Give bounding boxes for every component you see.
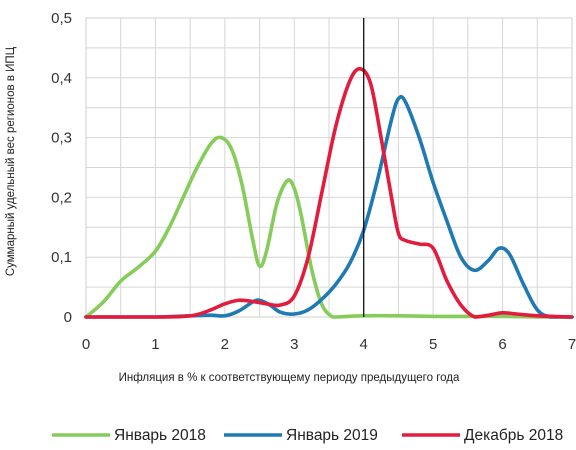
legend-label-1: Январь 2018 xyxy=(114,427,206,444)
x-tick-label: 7 xyxy=(568,336,576,353)
y-tick-label: 0,2 xyxy=(51,189,72,206)
series-line-2 xyxy=(84,94,574,319)
tick-labels: 0 1 2 3 4 5 6 7 0 0,1 0,2 0,3 0,4 0,5 xyxy=(51,10,576,353)
x-axis-title: Инфляция в % к соответствующему периоду … xyxy=(119,372,460,384)
x-tick-label: 0 xyxy=(82,336,90,353)
y-tick-label: 0 xyxy=(64,309,72,326)
x-tick-label: 3 xyxy=(290,336,298,353)
series-line-3 xyxy=(84,67,574,319)
x-tick-label: 1 xyxy=(151,336,159,353)
legend: Январь 2018 Январь 2019 Декабрь 2018 xyxy=(52,427,563,444)
series-line-1 xyxy=(84,135,574,319)
series-lines xyxy=(84,67,574,319)
y-tick-label: 0,5 xyxy=(51,10,72,27)
y-axis-title: Суммарный удельный вес регионов в ИПЦ xyxy=(5,46,17,276)
y-tick-label: 0,3 xyxy=(51,130,72,147)
x-tick-label: 2 xyxy=(221,336,229,353)
x-tick-label: 5 xyxy=(429,336,437,353)
x-tick-label: 4 xyxy=(360,336,368,353)
legend-label-3: Декабрь 2018 xyxy=(464,427,563,444)
plot-frame xyxy=(85,17,573,318)
y-tick-label: 0,1 xyxy=(51,249,72,266)
y-tick-label: 0,4 xyxy=(51,70,72,87)
legend-label-2: Январь 2019 xyxy=(286,427,378,444)
x-tick-label: 6 xyxy=(498,336,506,353)
